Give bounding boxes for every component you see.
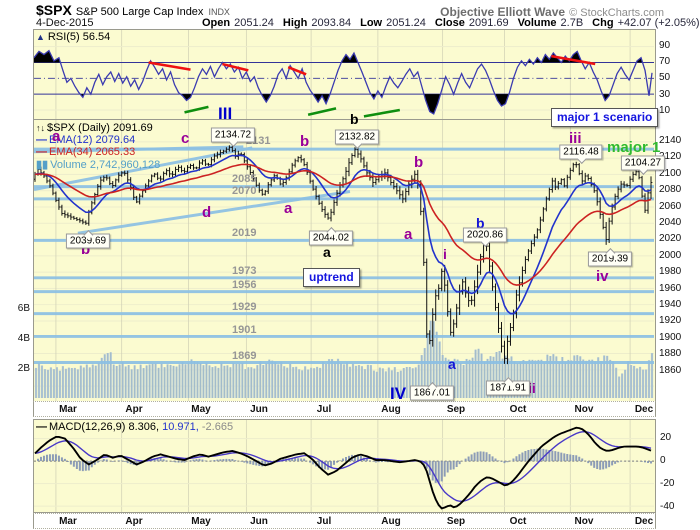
- rsi-axis-tick-30: 30: [659, 88, 671, 100]
- rsi-axis-tick-50: 50: [659, 72, 671, 84]
- rsi-plot: [34, 30, 655, 119]
- month-label-apr: Apr: [125, 404, 143, 415]
- month-label-jul: Jul: [316, 516, 332, 527]
- rsi-axis-tick-10: 10: [659, 104, 671, 116]
- quote-value-close: 2091.69: [468, 17, 509, 29]
- price-axis-tick-1980: 1980: [659, 266, 682, 278]
- month-label-oct: Oct: [509, 516, 527, 527]
- quote-label-close: Close: [434, 17, 465, 29]
- macd-plot: [34, 420, 655, 512]
- rsi-axis-tick-90: 90: [659, 40, 671, 51]
- month-label-jul: Jul: [316, 404, 332, 415]
- volume-axis-tick-4B: 4B: [17, 333, 30, 344]
- month-label-jun: Jun: [250, 516, 268, 527]
- price-axis-tick-2000: 2000: [659, 249, 682, 261]
- price-axis-tick-1920: 1920: [659, 315, 682, 327]
- volume-axis-tick-2B: 2B: [17, 363, 30, 374]
- macd-axis-tick-20: 20: [660, 432, 672, 443]
- date-axis-macd: Mar Apr May Jun Jul Aug Sep Oct Nov Dec: [33, 513, 656, 529]
- quote-value-low: 2051.24: [386, 17, 426, 29]
- price-axis-tick-1860: 1860: [659, 364, 682, 376]
- copyright: © StockCharts.com: [569, 7, 664, 19]
- month-label-may: May: [191, 516, 211, 527]
- price-axis-tick-2100: 2100: [659, 167, 682, 179]
- month-label-may: May: [191, 404, 211, 415]
- month-label-jun: Jun: [250, 404, 268, 415]
- symbol: $SPX: [36, 2, 72, 18]
- macd-axis-tick--40: -40: [660, 501, 675, 512]
- month-label-oct: Oct: [509, 404, 527, 415]
- rsi-axis-tick-70: 70: [659, 56, 671, 68]
- month-label-sep: Sep: [446, 404, 466, 415]
- branding: Objective Elliott Wave © StockCharts.com: [440, 3, 664, 21]
- price-panel: [33, 119, 656, 402]
- price-axis-tick-1960: 1960: [659, 282, 682, 294]
- month-label-aug: Aug: [381, 516, 401, 527]
- quote-value-open: 2051.24: [234, 17, 274, 29]
- macd-panel: [33, 419, 656, 513]
- price-axis-tick-1940: 1940: [659, 299, 682, 310]
- macd-axis-tick--20: -20: [660, 478, 675, 489]
- month-label-nov: Nov: [574, 404, 594, 415]
- month-label-dec: Dec: [634, 516, 654, 527]
- quote-label-low: Low: [360, 17, 383, 29]
- symbol-name: S&P 500 Large Cap Index: [75, 6, 204, 18]
- macd-axis-tick-0: 0: [660, 455, 666, 466]
- header-row-2: 4-Dec-2015 Open 2051.24 High 2093.84 Low 2051…: [36, 17, 700, 30]
- month-label-nov: Nov: [574, 516, 594, 527]
- quote-value-high: 2093.84: [311, 17, 352, 29]
- month-label-mar: Mar: [59, 516, 77, 527]
- price-axis-tick-2120: 2120: [659, 151, 682, 163]
- month-label-apr: Apr: [125, 516, 143, 527]
- quote-value-chg: +42.07 (+2.05%): [617, 17, 700, 29]
- brand-title: Objective Elliott Wave: [440, 5, 566, 19]
- volume-axis-tick-6B: 6B: [17, 303, 30, 314]
- price-axis-tick-1880: 1880: [659, 348, 682, 360]
- quote-value-volume: 2.7B: [560, 17, 584, 29]
- header-row-1: $SPX S&P 500 Large Cap Index INDX: [36, 2, 664, 18]
- quote-label-high: High: [282, 17, 308, 29]
- month-label-sep: Sep: [446, 516, 466, 527]
- quote-label-volume: Volume: [517, 17, 557, 29]
- price-axis-tick-2040: 2040: [659, 217, 682, 228]
- quote-date: 4-Dec-2015: [36, 17, 94, 29]
- quote-row: Open 2051.24 High 2093.84 Low 2051.24 Close 209…: [193, 17, 700, 29]
- rsi-panel: [33, 29, 656, 120]
- month-label-aug: Aug: [381, 404, 401, 415]
- price-axis-tick-2080: 2080: [659, 184, 682, 196]
- symbol-exchange: INDX: [208, 7, 230, 17]
- month-label-dec: Dec: [634, 404, 654, 415]
- price-axis-tick-2140: 2140: [659, 135, 682, 146]
- price-axis-tick-2060: 2060: [659, 200, 682, 212]
- date-axis-main: Mar Apr May Jun Jul Aug Sep Oct Nov Dec: [33, 401, 656, 417]
- quote-label-open: Open: [202, 17, 231, 29]
- quote-label-chg: Chg: [592, 17, 614, 29]
- price-plot: [34, 120, 655, 401]
- price-axis-tick-1900: 1900: [659, 331, 682, 343]
- price-axis-tick-2020: 2020: [659, 233, 682, 245]
- month-label-mar: Mar: [59, 404, 77, 415]
